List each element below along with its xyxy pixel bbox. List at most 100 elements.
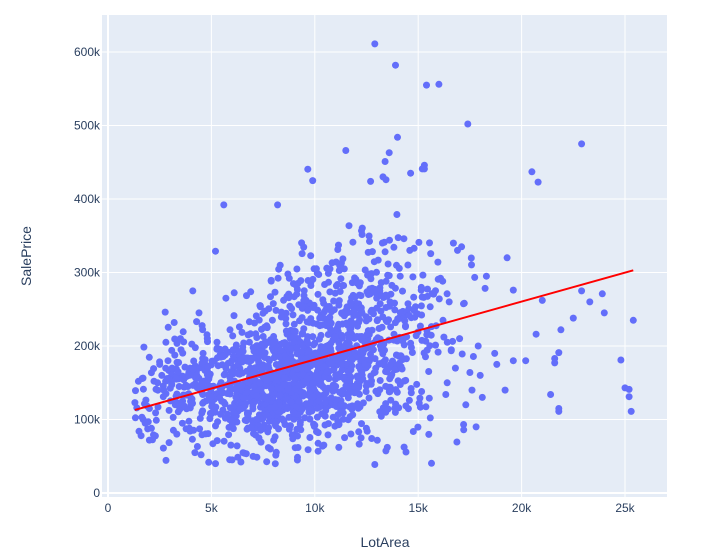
data-point [380,361,388,369]
data-point [358,309,366,317]
data-point [327,360,335,368]
data-point [189,287,197,295]
data-point [386,236,393,244]
data-point [270,339,277,347]
data-point [303,375,311,382]
plot-area[interactable] [102,15,667,497]
data-point [191,344,199,352]
data-point [316,358,324,366]
data-point [407,339,415,347]
data-point [349,238,357,246]
data-point [132,387,139,395]
data-point [493,360,501,368]
data-point [178,419,186,427]
data-point [261,307,269,315]
data-point [291,374,299,382]
data-point [474,342,482,350]
data-point [199,326,207,334]
data-point [257,426,264,434]
data-point [522,357,530,365]
data-point [152,409,160,417]
data-point [395,359,403,367]
data-point [205,458,213,466]
data-point [368,248,376,256]
data-point [503,254,511,262]
data-point [339,415,347,423]
data-point [334,281,341,288]
data-point [617,356,625,364]
data-point [405,396,413,404]
data-point [532,330,540,338]
data-point [354,374,362,381]
data-point [392,61,399,69]
data-point [410,244,418,252]
data-point [355,440,363,448]
data-point [207,393,215,401]
data-point [271,420,279,428]
data-point [302,296,310,304]
data-point [555,407,563,415]
data-point [217,410,225,418]
data-point [263,458,271,466]
data-point [314,306,322,314]
data-point [249,402,257,410]
data-point [399,287,406,295]
data-point [298,330,306,338]
data-point [256,379,264,387]
data-point [336,262,344,269]
data-point [377,412,385,420]
data-point [372,387,380,395]
data-point [240,339,248,347]
data-point [374,316,382,324]
data-point [142,396,150,404]
data-point [221,370,229,378]
data-point [242,416,250,424]
data-point [301,414,309,422]
data-point [193,318,201,326]
data-point [161,308,169,316]
data-point [206,370,214,378]
data-point [347,430,355,438]
data-point [400,235,408,243]
data-point [197,451,205,459]
data-point [290,320,298,328]
data-point [325,303,333,310]
data-point [313,413,321,421]
data-point [416,322,424,330]
data-point [346,325,354,333]
data-point [409,273,417,281]
scatter-points [131,40,637,468]
data-point [481,284,489,292]
data-point [225,431,233,439]
data-point [310,385,318,393]
data-point [417,302,425,310]
data-point [253,392,261,400]
data-point [423,331,431,339]
data-point [271,403,279,411]
data-point [373,436,381,444]
data-point [598,290,606,298]
data-point [147,369,155,377]
data-point [471,273,479,281]
data-point [213,338,221,346]
data-point [168,346,176,354]
data-point [472,423,480,431]
data-point [190,357,198,365]
x-tick-label: 25k [615,501,635,515]
data-point [138,375,146,382]
data-point [625,385,633,393]
data-point [439,316,447,324]
data-point [344,309,352,316]
data-point [298,250,306,258]
data-point [435,295,443,303]
data-point [309,379,317,387]
data-point [247,424,255,432]
data-point [277,308,285,316]
data-point [356,279,364,287]
data-point [469,353,477,360]
data-point [295,397,303,405]
data-point [382,382,390,390]
data-point [401,317,409,325]
data-point [297,277,305,285]
data-point [378,239,386,247]
